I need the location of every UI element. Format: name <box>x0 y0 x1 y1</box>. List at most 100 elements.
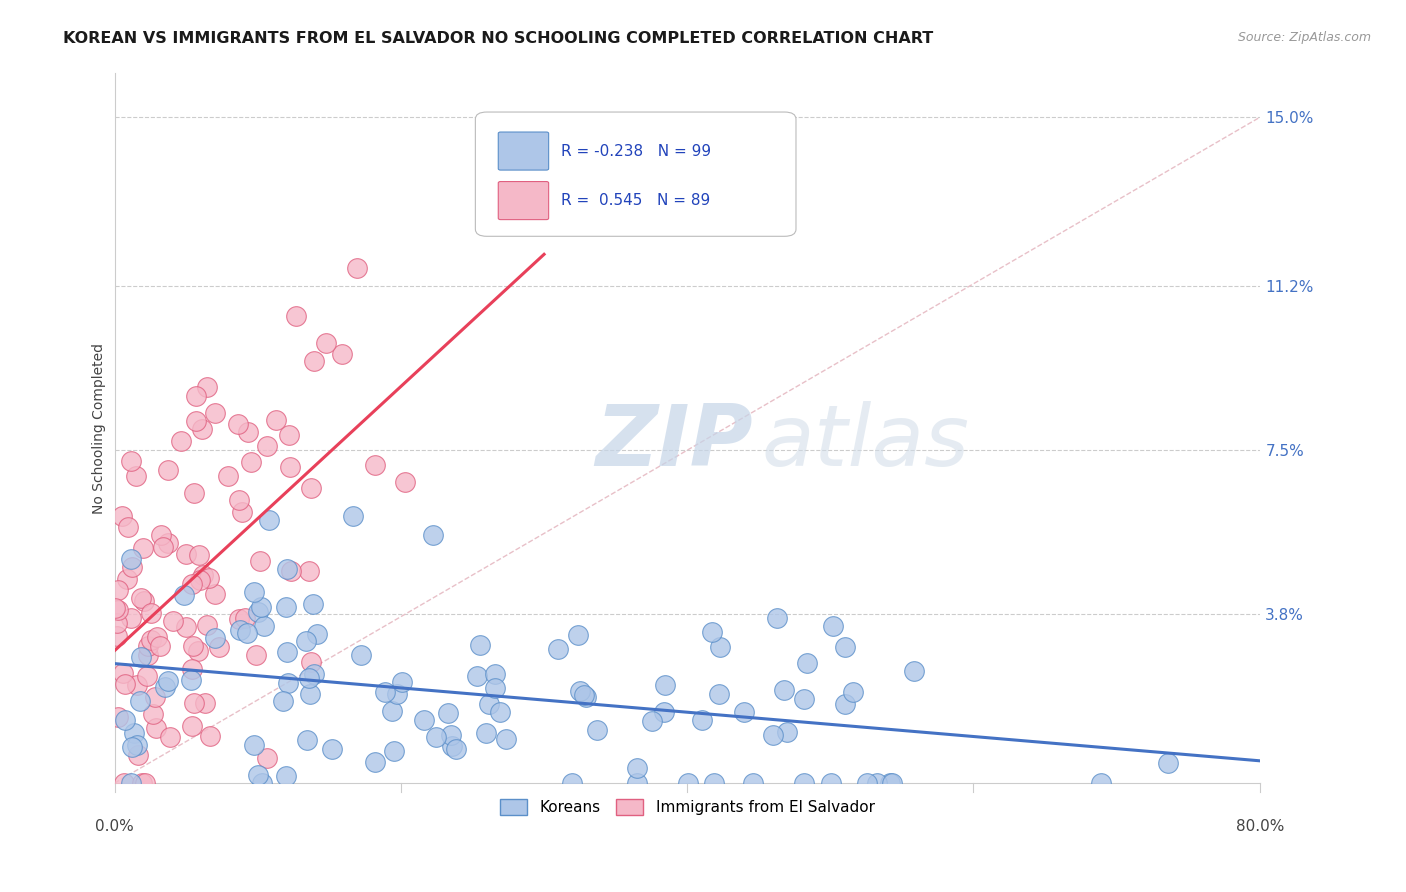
Point <box>484 681 506 695</box>
Point <box>796 656 818 670</box>
Point <box>125 468 148 483</box>
Point <box>440 728 463 742</box>
Legend: Koreans, Immigrants from El Salvador: Koreans, Immigrants from El Salvador <box>494 793 880 822</box>
Point <box>641 714 664 728</box>
Point <box>374 684 396 698</box>
Point <box>156 674 179 689</box>
Point <box>762 728 785 742</box>
Point <box>134 776 156 790</box>
Point <box>394 475 416 490</box>
Point <box>321 741 343 756</box>
Point <box>350 648 373 663</box>
Point <box>626 761 648 775</box>
Point <box>301 597 323 611</box>
Point <box>654 678 676 692</box>
Text: ZIP: ZIP <box>596 401 754 483</box>
Point <box>226 417 249 431</box>
Point <box>342 509 364 524</box>
Point <box>700 624 723 639</box>
Point <box>145 721 167 735</box>
Point <box>249 554 271 568</box>
Point <box>841 685 863 699</box>
Point <box>299 482 322 496</box>
Point <box>484 666 506 681</box>
Point <box>186 389 208 403</box>
Point <box>703 776 725 790</box>
Point <box>575 690 598 704</box>
Point <box>274 599 297 614</box>
Point <box>391 675 413 690</box>
Point <box>180 719 202 733</box>
Point <box>776 725 799 739</box>
Point <box>115 573 138 587</box>
Point <box>105 629 128 643</box>
Point <box>793 776 815 790</box>
Point <box>183 486 205 500</box>
Point <box>204 406 226 420</box>
Point <box>253 619 276 633</box>
Point <box>302 354 325 368</box>
Point <box>228 492 250 507</box>
Point <box>298 671 321 685</box>
Point <box>467 669 489 683</box>
Text: atlas: atlas <box>762 401 970 483</box>
Point <box>146 630 169 644</box>
Point <box>183 696 205 710</box>
Point <box>879 776 901 790</box>
Point <box>330 347 353 361</box>
Point <box>385 687 408 701</box>
Point <box>228 612 250 626</box>
Text: 80.0%: 80.0% <box>1236 819 1284 833</box>
Point <box>105 616 128 631</box>
Text: 0.0%: 0.0% <box>96 819 134 833</box>
Point <box>866 776 889 790</box>
Point <box>468 638 491 652</box>
Point <box>264 413 287 427</box>
Text: R = -0.238   N = 99: R = -0.238 N = 99 <box>561 144 711 159</box>
Point <box>150 527 173 541</box>
Point <box>240 455 263 469</box>
Point <box>772 683 794 698</box>
Point <box>120 453 142 467</box>
Point <box>208 640 231 654</box>
Point <box>294 633 316 648</box>
Point <box>276 562 298 576</box>
Text: R =  0.545   N = 89: R = 0.545 N = 89 <box>561 193 710 208</box>
Point <box>127 747 149 762</box>
Point <box>856 776 879 790</box>
Point <box>245 648 267 662</box>
Point <box>149 639 172 653</box>
Point <box>233 611 256 625</box>
Point <box>191 568 214 582</box>
Point <box>204 587 226 601</box>
Point <box>882 776 904 790</box>
Point <box>125 678 148 692</box>
Point <box>256 440 278 454</box>
Point <box>495 731 517 746</box>
Point <box>162 614 184 628</box>
Point <box>195 618 218 632</box>
Point <box>129 650 152 665</box>
Point <box>181 662 204 676</box>
Point <box>188 548 211 562</box>
Point <box>195 380 218 394</box>
Point <box>742 776 765 790</box>
Point <box>111 665 134 680</box>
Point <box>678 776 700 790</box>
Point <box>425 730 447 744</box>
Point <box>136 639 159 653</box>
Text: Source: ZipAtlas.com: Source: ZipAtlas.com <box>1237 31 1371 45</box>
Point <box>299 655 322 669</box>
Point <box>302 666 325 681</box>
Point <box>274 769 297 783</box>
Point <box>129 591 152 605</box>
Point <box>159 730 181 744</box>
Point <box>122 726 145 740</box>
Point <box>475 726 498 740</box>
Point <box>129 693 152 707</box>
Point <box>364 755 387 769</box>
Point <box>204 631 226 645</box>
FancyBboxPatch shape <box>498 182 548 219</box>
Point <box>422 528 444 542</box>
Point <box>157 463 180 477</box>
